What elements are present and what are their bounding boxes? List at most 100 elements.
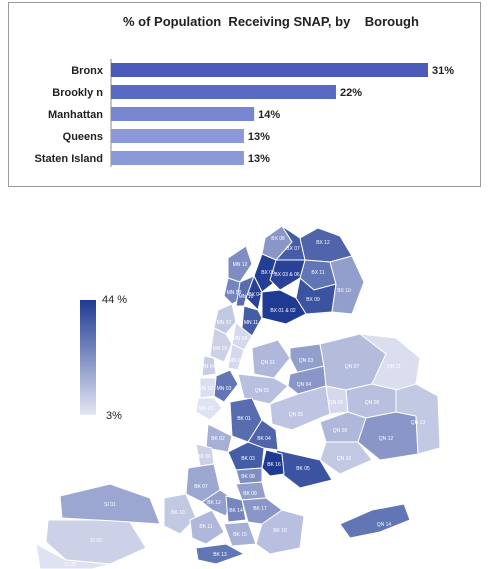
bar-category-label: Bronx	[71, 65, 104, 77]
district-label: BK 03	[241, 456, 255, 462]
district-label: QN 04	[297, 382, 312, 388]
district-label: MN 04	[201, 364, 216, 370]
district-label: BK 01	[237, 416, 251, 422]
district-shape	[235, 275, 255, 307]
district-shape	[339, 503, 411, 539]
snap-bar-chart: % of Population Receiving SNAP, by Borou…	[8, 2, 481, 187]
district-label: QN 10	[337, 456, 352, 462]
district-label: BK 07	[194, 484, 208, 490]
district-shape	[231, 320, 253, 351]
district-shape	[209, 327, 233, 363]
bar	[111, 63, 428, 77]
district-label: BX 01 & 02	[270, 308, 296, 314]
district-label: BX 07	[286, 246, 300, 252]
district-label: MN 05	[213, 346, 228, 352]
district-label: QN 13	[411, 420, 426, 426]
district-label: QN 09	[333, 428, 348, 434]
district-label: QN 03	[299, 358, 314, 364]
district-shape	[45, 519, 147, 565]
bar-category-label: Manhattan	[48, 109, 103, 121]
district-label: BX 11	[311, 270, 324, 276]
district-shape	[213, 303, 237, 335]
district-label: MN 02	[199, 386, 214, 392]
district-label: BK 14	[229, 508, 243, 514]
district-label: QN 02	[255, 388, 270, 394]
district-label: BK 17	[253, 506, 267, 512]
district-label: QN 07	[345, 364, 360, 370]
district-shape	[395, 383, 441, 455]
district-label: BK 04	[257, 436, 271, 442]
district-label: BX 09	[306, 297, 320, 303]
district-shape	[59, 483, 161, 525]
district-label: MN 06	[229, 358, 244, 364]
district-label: MN 08	[233, 336, 248, 342]
district-shape	[189, 509, 225, 545]
district-label: BK 16	[267, 462, 281, 468]
district-map: BX 08 BX 07 BX 12 BX 05 BX 04 BX 11 BX 03 & 06…	[0, 198, 491, 569]
district-label: BX 05	[261, 270, 275, 276]
chart-title: % of Population Receiving SNAP, by Borou…	[123, 14, 419, 29]
bar-value-label: 31%	[432, 65, 454, 77]
bar-value-label: 13%	[248, 153, 270, 165]
district-label: BK 11	[199, 524, 212, 530]
district-label: QN 05	[289, 412, 304, 418]
district-shape	[251, 339, 291, 379]
district-label: BK 13	[213, 552, 227, 558]
district-label: BK 10	[171, 510, 185, 516]
bar-value-label: 13%	[248, 131, 270, 143]
district-label: MN 11	[244, 320, 259, 326]
district-label: BK 06	[197, 454, 211, 460]
district-shape	[319, 441, 373, 475]
district-shape	[195, 397, 223, 421]
district-label: BK 08	[241, 474, 255, 480]
district-shape	[195, 543, 246, 565]
bar-value-label: 22%	[340, 87, 362, 99]
bar	[111, 151, 244, 165]
district-label: SI 02	[90, 538, 102, 544]
district-label: BX 12	[316, 240, 330, 246]
district-label: SI 03	[64, 562, 76, 568]
district-shape	[255, 509, 305, 555]
bar	[111, 85, 336, 99]
district-shape	[35, 543, 111, 569]
district-label: MN 10	[239, 294, 254, 300]
district-label: BK 15	[233, 532, 247, 538]
district-label: QN 12	[379, 436, 394, 442]
district-label: QN 11	[387, 364, 401, 370]
district-label: SI 01	[104, 502, 116, 508]
district-shape	[199, 377, 217, 399]
district-label: MN 01	[199, 406, 214, 412]
district-shape	[163, 493, 197, 535]
district-shape	[227, 343, 245, 371]
bar-chart-svg: % of Population Receiving SNAP, by Borou…	[35, 14, 454, 167]
district-label: QN 06	[329, 400, 344, 406]
district-shape	[261, 449, 285, 477]
district-shape	[201, 355, 217, 377]
district-shape	[227, 441, 265, 471]
bar-category-label: Staten Island	[35, 153, 103, 165]
bar-category-label: Brookly n	[52, 87, 103, 99]
district-label: BX 03 & 06	[274, 272, 300, 278]
district-shape	[241, 305, 263, 337]
legend-max-label: 44 %	[102, 294, 128, 306]
legend-color-ramp	[80, 300, 96, 415]
district-shape	[269, 259, 306, 291]
district-label: QN 08	[365, 400, 380, 406]
district-label: BK 12	[207, 500, 221, 506]
district-label: QN 14	[377, 522, 392, 528]
bar-category-label: Queens	[63, 131, 103, 143]
district-label: BK 09	[243, 491, 257, 497]
district-label: MN 07	[217, 320, 232, 326]
district-label: BX 08	[271, 236, 285, 242]
bar	[111, 129, 244, 143]
district-shape	[247, 419, 279, 451]
district-label: BX 10	[337, 288, 351, 294]
district-label: QN 01	[261, 360, 276, 366]
district-shape	[227, 245, 253, 283]
district-label: BK 18	[273, 528, 287, 534]
district-shape	[237, 373, 289, 405]
district-label: MN 09	[227, 290, 242, 296]
bar-value-label: 14%	[258, 109, 280, 121]
bar	[111, 107, 255, 121]
district-label: MN 03	[217, 386, 232, 392]
